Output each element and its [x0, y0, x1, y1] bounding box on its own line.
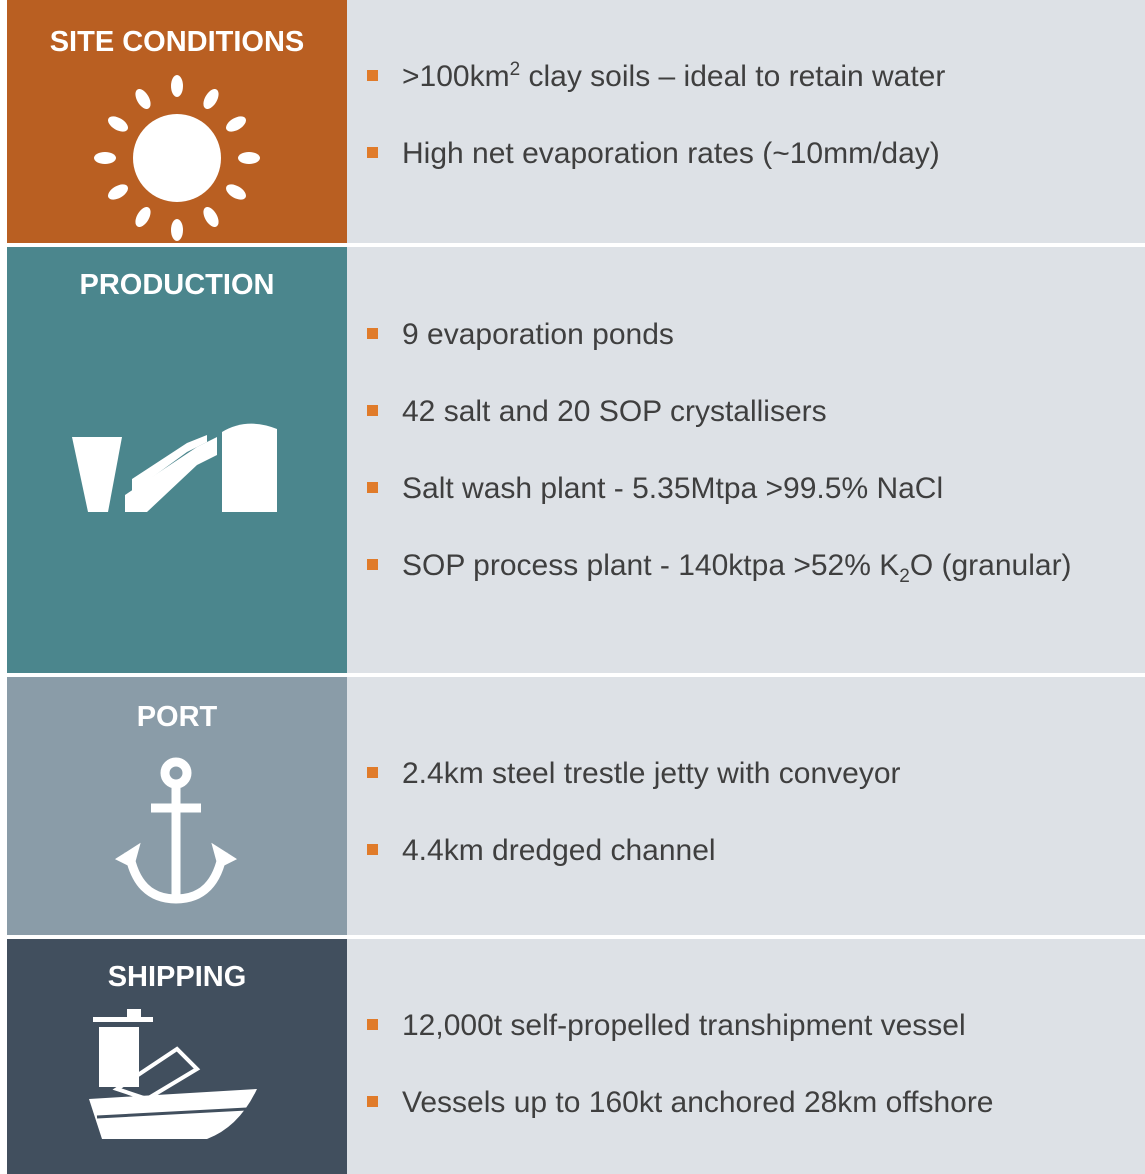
bullet-marker	[367, 69, 378, 81]
bullet-text: Salt wash plant - 5.35Mtpa >99.5% NaCl	[402, 472, 944, 505]
section-body: 9 evaporation ponds 42 salt and 20 SOP cr…	[347, 247, 1145, 673]
bullet-marker	[367, 146, 378, 158]
bullet-item: 9 evaporation ponds	[347, 296, 1145, 373]
sun-icon	[94, 75, 260, 241]
bullet-item: 42 salt and 20 SOP crystallisers	[347, 373, 1145, 450]
bullet-marker	[367, 844, 378, 855]
section-header: PRODUCTION	[7, 247, 347, 673]
bullet-text: O (granular)	[909, 549, 1072, 582]
bullet-text: 12,000t self-propelled transhipment vess…	[402, 1008, 966, 1042]
section-title: PRODUCTION	[79, 269, 275, 301]
bullet-item: SOP process plant - 140ktpa >52% K2O (gr…	[347, 527, 1145, 604]
section-title: SHIPPING	[107, 961, 247, 993]
bullet-item: Salt wash plant - 5.35Mtpa >99.5% NaCl	[347, 450, 1145, 527]
section-header: SITE CONDITIONS	[7, 0, 347, 243]
bullet-text: 42 salt and 20 SOP crystallisers	[402, 395, 827, 428]
bullet-item: High net evaporation rates (~10mm/day)	[347, 115, 1145, 192]
plant-icon	[72, 423, 277, 512]
bullet-item: 4.4km dredged channel	[347, 812, 1145, 889]
bullet-item: Vessels up to 160kt anchored 28km offsho…	[347, 1064, 1145, 1141]
section-body: 2.4km steel trestle jetty with conveyor 4…	[347, 677, 1145, 935]
bullet-text: High net evaporation rates (~10mm/day)	[402, 136, 940, 170]
section-body: 12,000t self-propelled transhipment vess…	[347, 939, 1145, 1174]
section: SITE CONDITIONS >100km2 clay soils – ide…	[0, 0, 1145, 243]
section-title: PORT	[136, 701, 218, 733]
section-title: SITE CONDITIONS	[49, 26, 305, 58]
section: PORT 2.4km steel trestle jetty with conv…	[0, 677, 1145, 935]
section-header: SHIPPING	[7, 939, 347, 1174]
section: SHIPPING 12,000t self-propelled tranship…	[0, 939, 1145, 1174]
subscript: 2	[899, 566, 910, 587]
bullet-text: SOP process plant - 140ktpa >52% K	[402, 549, 900, 582]
section-header: PORT	[7, 677, 347, 935]
superscript: 2	[509, 58, 521, 80]
bullet-marker	[367, 405, 378, 416]
ship-icon	[89, 1009, 257, 1139]
bullet-item: >100km2 clay soils – ideal to retain wat…	[347, 38, 1145, 115]
bullet-item: 12,000t self-propelled transhipment vess…	[347, 987, 1145, 1064]
section: PRODUCTION 9 evaporation ponds 42 salt an…	[0, 247, 1145, 673]
anchor-icon	[114, 757, 238, 904]
bullet-marker	[367, 559, 378, 570]
bullet-marker	[367, 1018, 378, 1030]
bullet-text: 2.4km steel trestle jetty with conveyor	[402, 757, 901, 790]
section-body: >100km2 clay soils – ideal to retain wat…	[347, 0, 1145, 243]
bullet-text: Vessels up to 160kt anchored 28km offsho…	[402, 1085, 994, 1119]
bullet-marker	[367, 482, 378, 493]
bullet-marker	[367, 767, 378, 778]
bullet-text: 9 evaporation ponds	[402, 318, 674, 351]
bullet-text: >100km	[402, 59, 510, 93]
bullet-marker	[367, 328, 378, 339]
bullet-text: 4.4km dredged channel	[402, 834, 716, 867]
bullet-item: 2.4km steel trestle jetty with conveyor	[347, 735, 1145, 812]
bullet-marker	[367, 1095, 378, 1107]
bullet-text: clay soils – ideal to retain water	[520, 59, 946, 93]
